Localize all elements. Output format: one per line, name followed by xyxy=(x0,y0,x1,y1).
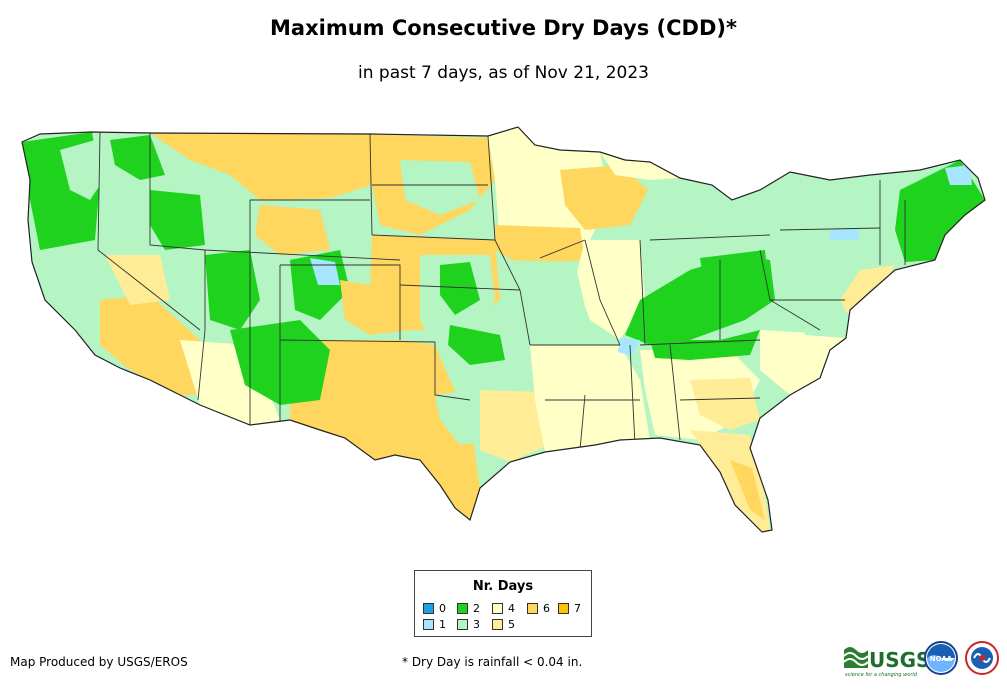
legend-item-6: 6 xyxy=(527,602,550,615)
usgs-logo: USGS science for a changing world xyxy=(843,647,930,678)
cdd-shading xyxy=(22,127,985,532)
legend-swatch xyxy=(457,619,468,630)
us-cdd-map xyxy=(21,126,986,533)
legend-label: 2 xyxy=(473,602,480,615)
legend-item-2: 2 xyxy=(457,602,480,615)
legend-item-5: 5 xyxy=(492,618,515,631)
legend-swatch xyxy=(423,603,434,614)
legend-swatch xyxy=(423,619,434,630)
usgs-tagline: science for a changing world xyxy=(845,672,918,678)
legend-swatch xyxy=(457,603,468,614)
noaa-wordmark: NOAA xyxy=(930,655,953,663)
legend-item-0: 0 xyxy=(423,602,446,615)
nws-logo xyxy=(965,641,999,675)
legend-swatch xyxy=(492,619,503,630)
map-subtitle: in past 7 days, as of Nov 21, 2023 xyxy=(358,63,649,83)
legend-swatch xyxy=(527,603,538,614)
map-title: Maximum Consecutive Dry Days (CDD)* xyxy=(270,16,737,40)
legend-label: 5 xyxy=(508,618,515,631)
legend-swatch xyxy=(558,603,569,614)
legend-item-7: 7 xyxy=(558,602,581,615)
noaa-logo: NOAA xyxy=(924,641,958,675)
legend-label: 7 xyxy=(574,602,581,615)
legend-title: Nr. Days xyxy=(472,579,534,594)
legend-label: 3 xyxy=(473,618,480,631)
usgs-wordmark: USGS xyxy=(869,648,930,672)
us-outline xyxy=(21,126,986,533)
legend-swatch xyxy=(492,603,503,614)
legend-label: 4 xyxy=(508,602,515,615)
legend-label: 6 xyxy=(543,602,550,615)
legend-item-4: 4 xyxy=(492,602,515,615)
legend-item-3: 3 xyxy=(457,618,480,631)
agency-logos: USGS science for a changing world NOAA xyxy=(843,641,999,678)
footnote-text: * Dry Day is rainfall < 0.04 in. xyxy=(402,655,583,669)
state-boundaries xyxy=(97,131,906,451)
legend-label: 0 xyxy=(439,602,446,615)
legend-item-1: 1 xyxy=(423,618,446,631)
legend: Nr. Days 0 1 2 3 4 5 6 7 xyxy=(414,570,592,637)
credit-text: Map Produced by USGS/EROS xyxy=(10,655,188,669)
legend-label: 1 xyxy=(439,618,446,631)
